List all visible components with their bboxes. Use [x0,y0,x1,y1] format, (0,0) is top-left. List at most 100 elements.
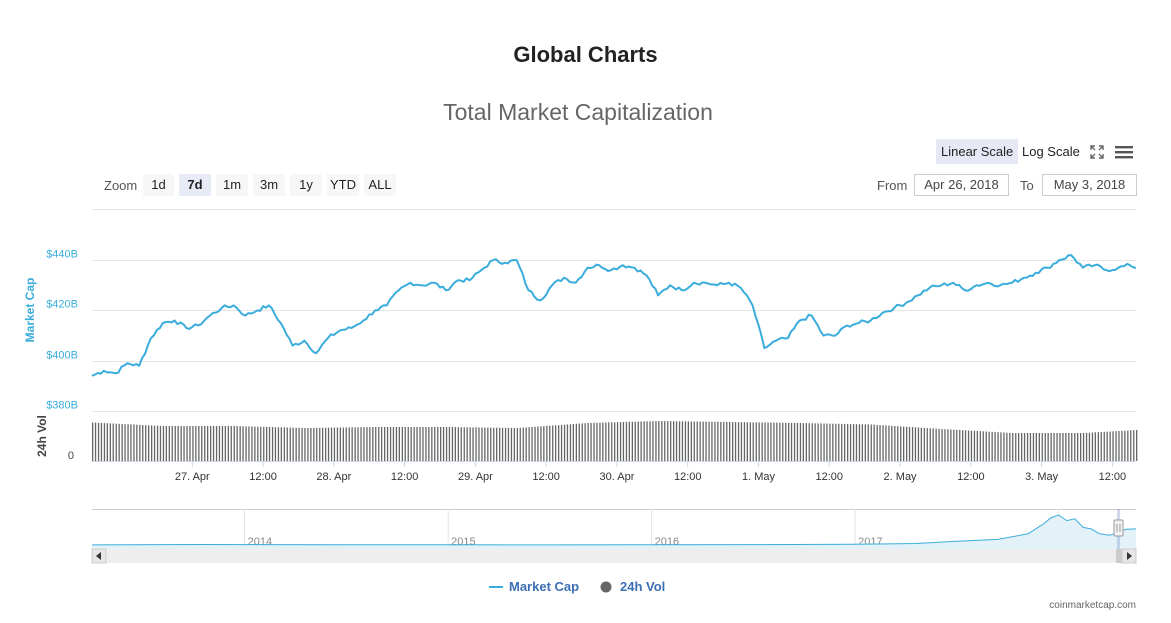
volume-bar [442,427,445,461]
volume-bar [534,426,536,462]
to-date-input[interactable]: May 3, 2018 [1042,174,1137,196]
legend-volume-label[interactable]: 24h Vol [620,579,665,594]
volume-bar [867,424,869,461]
volume-bar [581,423,583,461]
linear-scale-button[interactable]: Linear Scale [936,139,1019,164]
volume-bar [448,427,451,461]
volume-bar [298,427,300,461]
volume-bar [1109,431,1111,461]
volume-bar [690,421,692,461]
volume-bar [814,423,816,461]
volume-bar [1085,432,1088,461]
volume-bar [268,427,271,461]
volume-bar [434,427,436,461]
volume-bar [1130,430,1132,461]
volume-bar [687,421,689,461]
volume-bar [566,424,569,461]
volume-bar [758,422,760,461]
volume-bar [230,426,232,461]
volume-bar [1074,433,1076,461]
volume-bar [437,427,439,461]
volume-bar [911,427,914,461]
navigator-area [92,515,1136,549]
volume-bar [979,431,981,461]
volume-bar [1103,431,1105,461]
volume-bar [1127,430,1129,461]
volume-bar [923,427,925,461]
volume-bar [879,425,881,461]
zoom-ytd-button[interactable]: YTD [327,174,359,196]
volume-bar [540,426,542,461]
volume-bar [1029,433,1032,461]
volume-bar [947,429,949,461]
volume-bar [404,427,406,461]
volume-bar [204,426,206,461]
credit-text: coinmarketcap.com [1049,600,1136,611]
volume-bar [1056,433,1058,461]
legend-market-cap-label[interactable]: Market Cap [509,579,579,594]
volume-bar [920,427,922,461]
zoom-1d-button[interactable]: 1d [143,174,174,196]
volume-bar [162,426,165,461]
volume-bar [183,426,185,461]
volume-bar [1050,433,1052,461]
volume-bar [531,427,533,461]
volume-bar [1012,433,1014,461]
navigator-handle[interactable] [1113,519,1124,537]
volume-bar [357,427,359,462]
volume-bar [906,426,908,462]
zoom-7d-button[interactable]: 7d [179,174,211,196]
volume-bar [614,422,616,462]
volume-bar [475,427,477,461]
volume-bar [684,421,687,461]
zoom-all-button[interactable]: ALL [364,174,396,196]
volume-bar [165,426,167,461]
zoom-3m-button[interactable]: 3m [253,174,285,196]
volume-bar [1124,430,1126,461]
volume-bar [826,423,828,461]
volume-bar [260,426,262,462]
zoom-1m-button[interactable]: 1m [216,174,248,196]
volume-bar [953,429,955,461]
volume-bar [301,427,303,461]
volume-bar [1009,432,1011,461]
volume-bar [1094,432,1096,461]
x-tick-label: 12:00 [532,471,560,483]
volume-bar [705,421,707,461]
volume-bar [210,426,212,461]
from-date-input[interactable]: Apr 26, 2018 [914,174,1009,196]
volume-bar [333,427,336,461]
volume-bar [723,421,725,461]
volume-bar [124,424,126,461]
volume-bar [1015,433,1017,461]
volume-bar [466,427,468,461]
log-scale-button[interactable]: Log Scale [1022,144,1080,159]
zoom-1y-button[interactable]: 1y [290,174,322,196]
fullscreen-icon[interactable] [1089,144,1105,160]
volume-bar [1100,432,1102,461]
volume-bar [381,427,383,461]
volume-bar [496,427,498,461]
volume-bar [236,426,238,461]
volume-bar [180,426,182,461]
volume-bar [428,427,430,461]
menu-icon[interactable] [1114,144,1134,160]
y-tick-label: $440B [46,249,78,261]
volume-bar [310,427,312,461]
legend-volume-symbol[interactable] [600,581,612,593]
volume-bar [251,426,253,461]
x-tick-label: 29. Apr [458,471,493,483]
scrollbar-track[interactable] [92,549,1136,563]
scrollbar-thumb[interactable] [1116,549,1122,563]
volume-bar [935,428,937,461]
volume-bar [602,422,604,461]
volume-bar [392,427,395,461]
volume-bar [670,421,672,461]
volume-bar [944,429,946,461]
x-tick-label: 1. May [742,471,776,483]
from-label: From [877,178,908,193]
volume-bar [239,426,241,461]
volume-bar [274,427,277,461]
volume-bar [322,427,324,462]
